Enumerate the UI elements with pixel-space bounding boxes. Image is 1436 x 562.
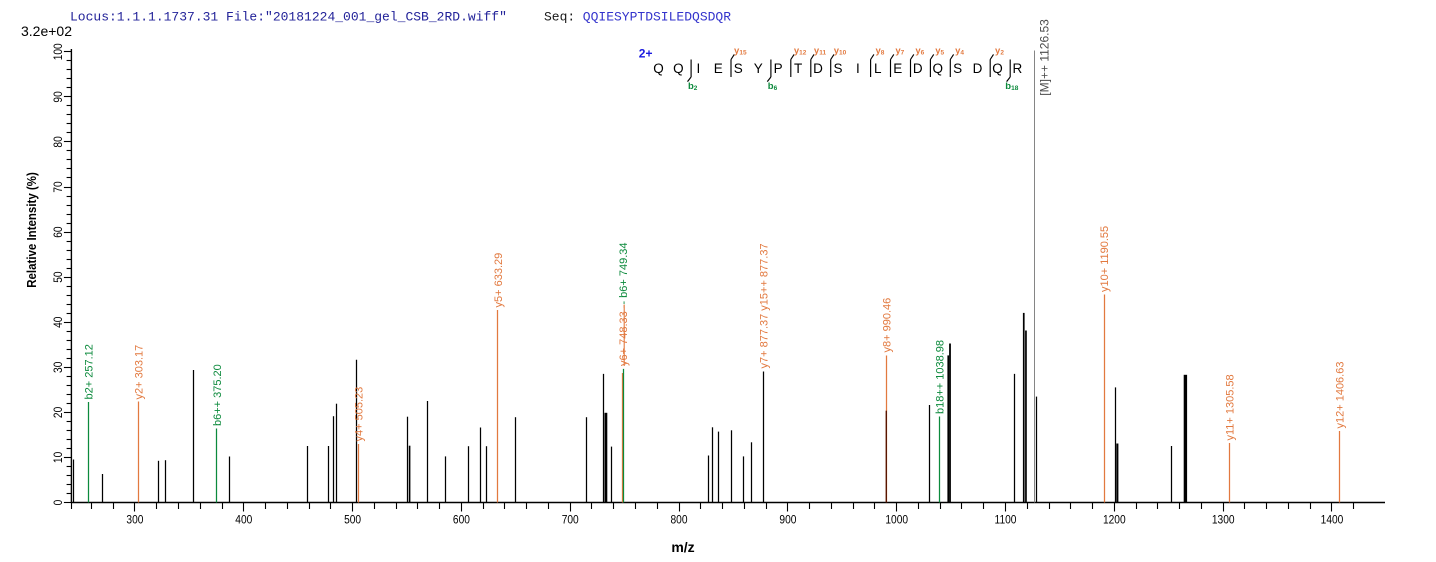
svg-text:b6: b6 [768, 81, 778, 92]
svg-text:y8+ 990.46: y8+ 990.46 [882, 298, 894, 353]
svg-text:I: I [856, 61, 860, 76]
svg-text:700: 700 [562, 514, 579, 527]
svg-text:100: 100 [52, 43, 65, 60]
svg-text:b2: b2 [688, 81, 698, 92]
svg-text:L: L [874, 61, 882, 76]
svg-text:300: 300 [126, 514, 143, 527]
svg-text:Seq:: Seq: [544, 10, 575, 25]
svg-text:I: I [697, 61, 701, 76]
svg-text:y4+ 505.23: y4+ 505.23 [354, 387, 366, 442]
svg-text:E: E [714, 61, 723, 76]
svg-text:y7: y7 [895, 45, 904, 56]
svg-text:T: T [794, 61, 802, 76]
svg-text:70: 70 [52, 181, 65, 192]
svg-text:y8: y8 [875, 45, 884, 56]
svg-text:1200: 1200 [1103, 514, 1126, 527]
svg-text:y12: y12 [794, 45, 807, 56]
svg-text:y5: y5 [935, 45, 944, 56]
svg-text:Relative Intensity (%): Relative Intensity (%) [25, 172, 40, 288]
svg-text:y5+ 633.29: y5+ 633.29 [493, 253, 505, 308]
svg-text:y10+ 1190.55: y10+ 1190.55 [1099, 226, 1111, 292]
svg-text:m/z: m/z [671, 539, 694, 555]
svg-text:900: 900 [779, 514, 796, 527]
svg-text:Q: Q [673, 61, 684, 76]
svg-text:b6++ 375.20: b6++ 375.20 [212, 364, 224, 426]
svg-text:y11: y11 [814, 45, 827, 56]
svg-text:1300: 1300 [1212, 514, 1235, 527]
svg-text:y4: y4 [955, 45, 964, 56]
svg-text:y15: y15 [734, 45, 747, 56]
svg-text:1400: 1400 [1321, 514, 1344, 527]
svg-text:30: 30 [52, 362, 65, 373]
svg-text:y6+ 748.33 -- b6+ 749.34: y6+ 748.33 -- b6+ 749.34 [618, 242, 630, 366]
svg-text:Q: Q [932, 61, 943, 76]
svg-text:y6: y6 [915, 45, 924, 56]
svg-text:y11+ 1305.58: y11+ 1305.58 [1224, 374, 1236, 440]
svg-text:Y: Y [754, 61, 763, 76]
svg-text:D: D [813, 61, 823, 76]
svg-text:40: 40 [52, 317, 65, 328]
svg-text:y10: y10 [834, 45, 847, 56]
svg-text:90: 90 [52, 91, 65, 102]
svg-text:0: 0 [52, 500, 65, 506]
svg-text:P: P [774, 61, 783, 76]
svg-text:3.2e+02: 3.2e+02 [21, 23, 72, 39]
svg-text:50: 50 [52, 271, 65, 282]
svg-text:500: 500 [344, 514, 361, 527]
svg-text:2+: 2+ [639, 47, 653, 61]
svg-text:D: D [973, 61, 983, 76]
svg-text:10: 10 [52, 452, 65, 463]
svg-text:[M]++ 1126.53: [M]++ 1126.53 [1038, 19, 1052, 96]
svg-text:R: R [1013, 61, 1023, 76]
svg-text:1100: 1100 [995, 514, 1017, 527]
svg-text:b2+ 257.12: b2+ 257.12 [84, 344, 96, 399]
svg-text:Locus:1.1.1.1737.31 File:"2018: Locus:1.1.1.1737.31 File:"20181224_001_g… [70, 10, 507, 25]
svg-text:b18: b18 [1005, 81, 1018, 92]
svg-text:1000: 1000 [885, 514, 908, 527]
svg-text:800: 800 [670, 514, 687, 527]
svg-text:y12+ 1406.63: y12+ 1406.63 [1334, 362, 1346, 429]
svg-text:20: 20 [52, 407, 65, 418]
svg-text:Q: Q [653, 61, 664, 76]
svg-text:60: 60 [52, 226, 65, 237]
svg-text:Q: Q [992, 61, 1003, 76]
svg-text:y2: y2 [995, 45, 1004, 56]
svg-text:E: E [893, 61, 902, 76]
svg-text:600: 600 [453, 514, 470, 527]
svg-text:S: S [833, 61, 842, 76]
svg-text:D: D [913, 61, 923, 76]
svg-text:80: 80 [52, 136, 65, 147]
svg-text:S: S [953, 61, 962, 76]
svg-text:400: 400 [235, 514, 252, 527]
svg-text:y2+ 303.17: y2+ 303.17 [134, 345, 146, 400]
svg-text:b18++ 1038.98: b18++ 1038.98 [934, 340, 946, 414]
svg-text:y7+ 877.37 y15++ 877.37: y7+ 877.37 y15++ 877.37 [758, 243, 770, 368]
svg-text:QQIESYPTDSILEDQSDQR: QQIESYPTDSILEDQSDQR [583, 10, 731, 25]
svg-text:S: S [734, 61, 743, 76]
